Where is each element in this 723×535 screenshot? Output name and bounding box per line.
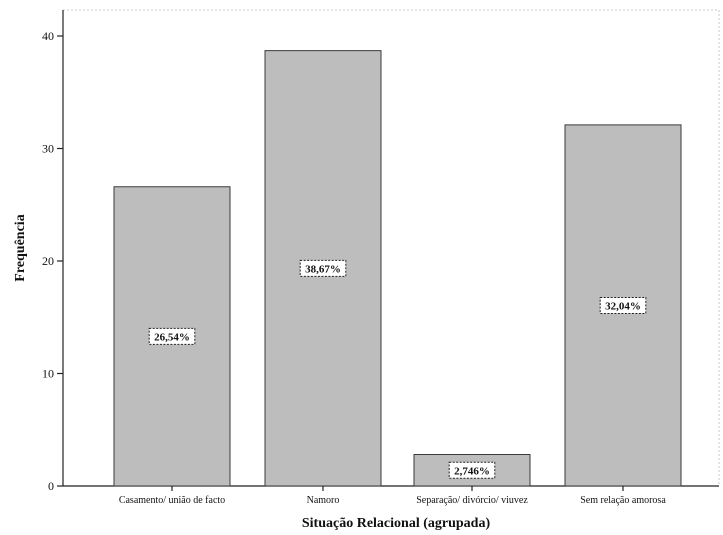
data-label-box [448, 461, 496, 479]
data-label: 26,54% [154, 331, 190, 343]
y-axis-ticks: 0 10 20 30 40 [42, 29, 63, 493]
y-tick-label: 40 [42, 29, 54, 43]
x-tick-label: Casamento/ união de facto [119, 495, 225, 506]
data-label-box [148, 327, 196, 345]
x-axis-title: Situação Relacional (agrupada) [302, 516, 491, 531]
x-axis-ticks: Casamento/ união de facto Namoro Separação… [119, 486, 666, 506]
x-tick-label: Namoro [307, 495, 340, 506]
data-label: 2,746% [454, 465, 490, 477]
data-label: 32,04% [605, 300, 641, 312]
data-label-box [299, 259, 347, 277]
bars: 26,54% 38,67% 2,746% 32,04% [113, 50, 682, 487]
y-tick-label: 0 [48, 479, 54, 493]
y-axis-title: Frequência [13, 214, 28, 281]
x-tick-label: Separação/ divórcio/ viuvez [416, 495, 528, 506]
x-tick-label: Sem relação amorosa [580, 495, 666, 506]
data-label: 38,67% [305, 263, 341, 275]
data-label-box [599, 296, 647, 314]
y-tick-label: 30 [42, 142, 54, 156]
y-tick-label: 20 [42, 254, 54, 268]
y-tick-label: 10 [42, 367, 54, 381]
